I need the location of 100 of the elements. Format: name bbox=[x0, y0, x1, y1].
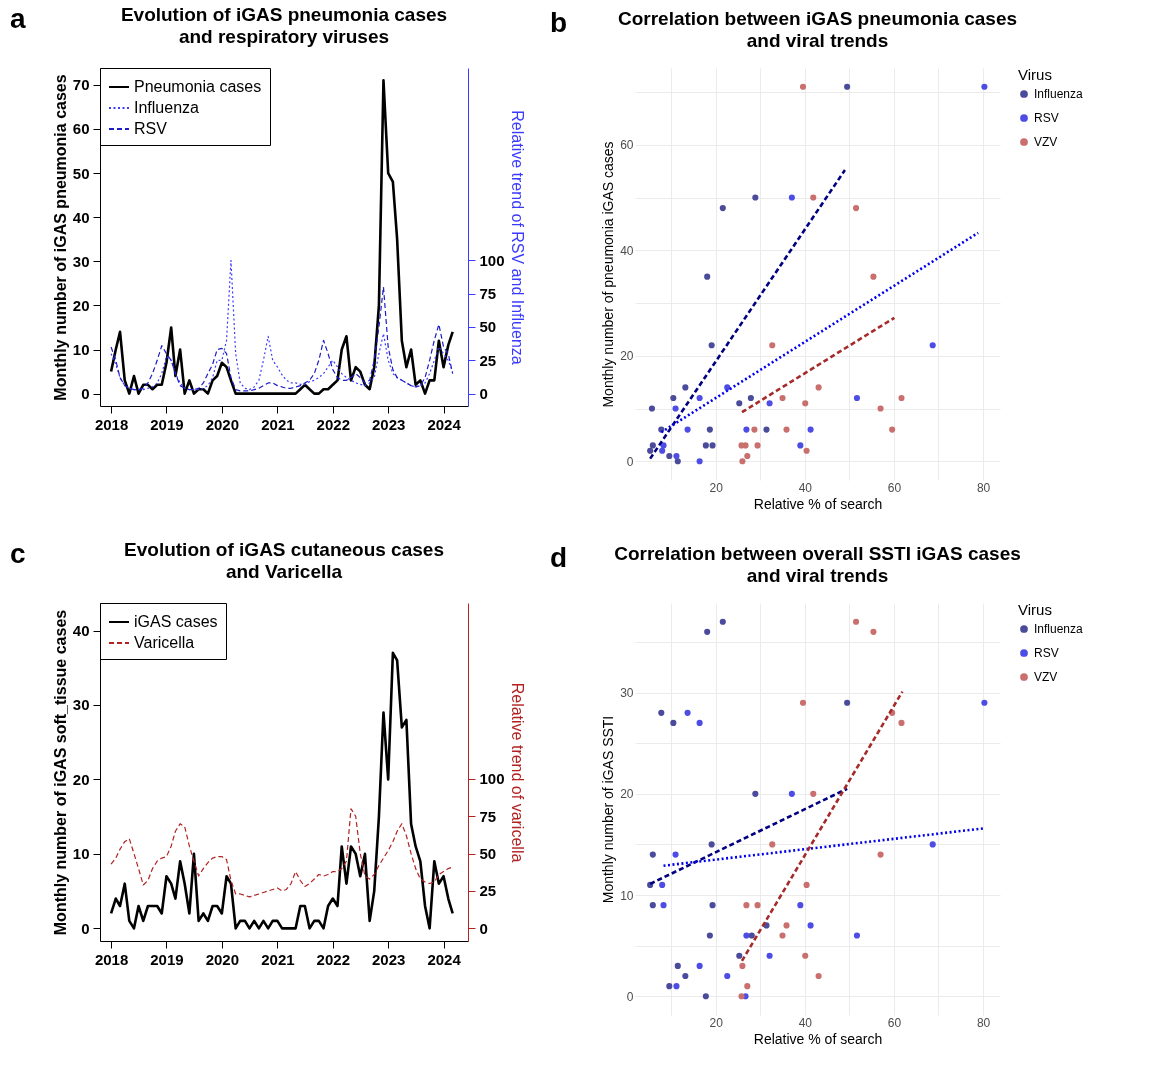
point bbox=[708, 342, 715, 349]
point bbox=[783, 922, 790, 929]
point bbox=[709, 442, 716, 449]
x-tick-label: 2018 bbox=[94, 415, 129, 433]
point bbox=[739, 962, 746, 969]
legend-label: RSV bbox=[1034, 646, 1059, 660]
point bbox=[803, 447, 810, 454]
x-tick-label: 2022 bbox=[316, 950, 350, 968]
point bbox=[704, 628, 711, 635]
point bbox=[736, 400, 743, 407]
legend-label: Varicella bbox=[134, 634, 195, 651]
x-tick-label: 40 bbox=[798, 1015, 813, 1030]
x-tick-label: 2021 bbox=[261, 415, 295, 433]
legend-title: Virus bbox=[1018, 66, 1052, 83]
line-series bbox=[110, 286, 454, 392]
point bbox=[766, 400, 773, 407]
point bbox=[649, 851, 656, 858]
y-tick-label: 10 bbox=[72, 341, 90, 359]
point bbox=[853, 932, 861, 939]
point bbox=[797, 442, 804, 449]
y-tick-label: 30 bbox=[620, 686, 634, 701]
point bbox=[852, 204, 860, 212]
point bbox=[670, 394, 677, 402]
y2-tick-label: 0 bbox=[479, 919, 488, 937]
x-tick-label: 2018 bbox=[94, 950, 129, 968]
point bbox=[802, 400, 809, 407]
y-axis-title: Monthly number of iGAS soft_tissue cases bbox=[51, 609, 69, 936]
point bbox=[647, 447, 654, 454]
point bbox=[788, 790, 795, 797]
chart-title: Correlation between iGAS pneumonia cases and viral trends bbox=[617, 8, 1018, 51]
y-axis-title: Monthly number of iGAS pneumonia cases bbox=[51, 74, 69, 401]
point bbox=[929, 342, 936, 349]
point bbox=[803, 881, 810, 888]
x-tick-label: 2019 bbox=[150, 950, 184, 968]
y-tick-label: 10 bbox=[72, 845, 90, 863]
point bbox=[696, 962, 703, 969]
point bbox=[898, 394, 905, 402]
point bbox=[674, 458, 681, 465]
point bbox=[870, 628, 877, 635]
x-tick-label: 2024 bbox=[427, 415, 462, 433]
y-tick-label: 20 bbox=[620, 787, 634, 802]
point bbox=[743, 426, 750, 433]
legend-label: Pneumonia cases bbox=[134, 78, 262, 95]
y-tick-label: 70 bbox=[72, 76, 90, 94]
y-tick-label: 60 bbox=[72, 120, 90, 138]
point bbox=[763, 426, 770, 433]
point bbox=[743, 932, 750, 939]
point bbox=[673, 983, 680, 990]
x-tick-label: 2023 bbox=[371, 415, 406, 433]
point bbox=[706, 932, 713, 939]
text: c bbox=[10, 538, 26, 569]
y-tick-label: 50 bbox=[72, 164, 90, 182]
point bbox=[706, 426, 713, 433]
y2-tick-label: 100 bbox=[479, 770, 505, 788]
y-tick-label: 30 bbox=[72, 696, 90, 714]
point bbox=[807, 426, 814, 433]
text: d bbox=[550, 542, 568, 573]
point bbox=[673, 452, 680, 460]
x-tick-label: 60 bbox=[887, 480, 902, 495]
point bbox=[889, 426, 896, 433]
chart-title: Correlation between overall SSTI iGAS cases and viral trends bbox=[614, 543, 1021, 586]
y2-tick-label: 75 bbox=[479, 807, 497, 825]
y-tick-label: 40 bbox=[620, 243, 634, 258]
x-tick-label: 2023 bbox=[371, 950, 406, 968]
y-axis-title: Monthly number of pneumonia iGAS cases bbox=[600, 141, 617, 408]
point bbox=[666, 452, 673, 460]
point bbox=[684, 426, 691, 433]
legend-label: Influenza bbox=[134, 99, 200, 116]
point bbox=[702, 442, 709, 449]
point bbox=[744, 983, 751, 990]
legend-title: Virus bbox=[1018, 601, 1052, 618]
point bbox=[696, 719, 703, 727]
point bbox=[742, 442, 749, 449]
point bbox=[810, 194, 817, 201]
point bbox=[852, 618, 860, 625]
point bbox=[815, 972, 822, 980]
point bbox=[738, 993, 745, 1000]
point bbox=[743, 902, 750, 909]
point bbox=[981, 83, 988, 90]
point bbox=[779, 394, 786, 402]
point bbox=[783, 426, 790, 433]
legend-label: Influenza bbox=[1034, 87, 1084, 101]
point bbox=[981, 699, 988, 706]
point bbox=[682, 972, 689, 980]
x-tick-label: 80 bbox=[976, 480, 991, 495]
x-tick-label: 80 bbox=[976, 1015, 991, 1030]
point bbox=[797, 902, 804, 909]
point bbox=[660, 902, 667, 909]
y-tick-label: 60 bbox=[620, 138, 634, 153]
y2-tick-label: 50 bbox=[479, 318, 497, 336]
x-tick-label: 2021 bbox=[261, 950, 295, 968]
point bbox=[769, 841, 776, 848]
point bbox=[754, 442, 761, 449]
point bbox=[799, 83, 807, 90]
point bbox=[751, 426, 758, 433]
point bbox=[702, 993, 709, 1000]
point bbox=[724, 972, 731, 980]
point bbox=[658, 709, 665, 716]
point bbox=[719, 204, 726, 212]
legend-label: Influenza bbox=[1034, 622, 1084, 636]
